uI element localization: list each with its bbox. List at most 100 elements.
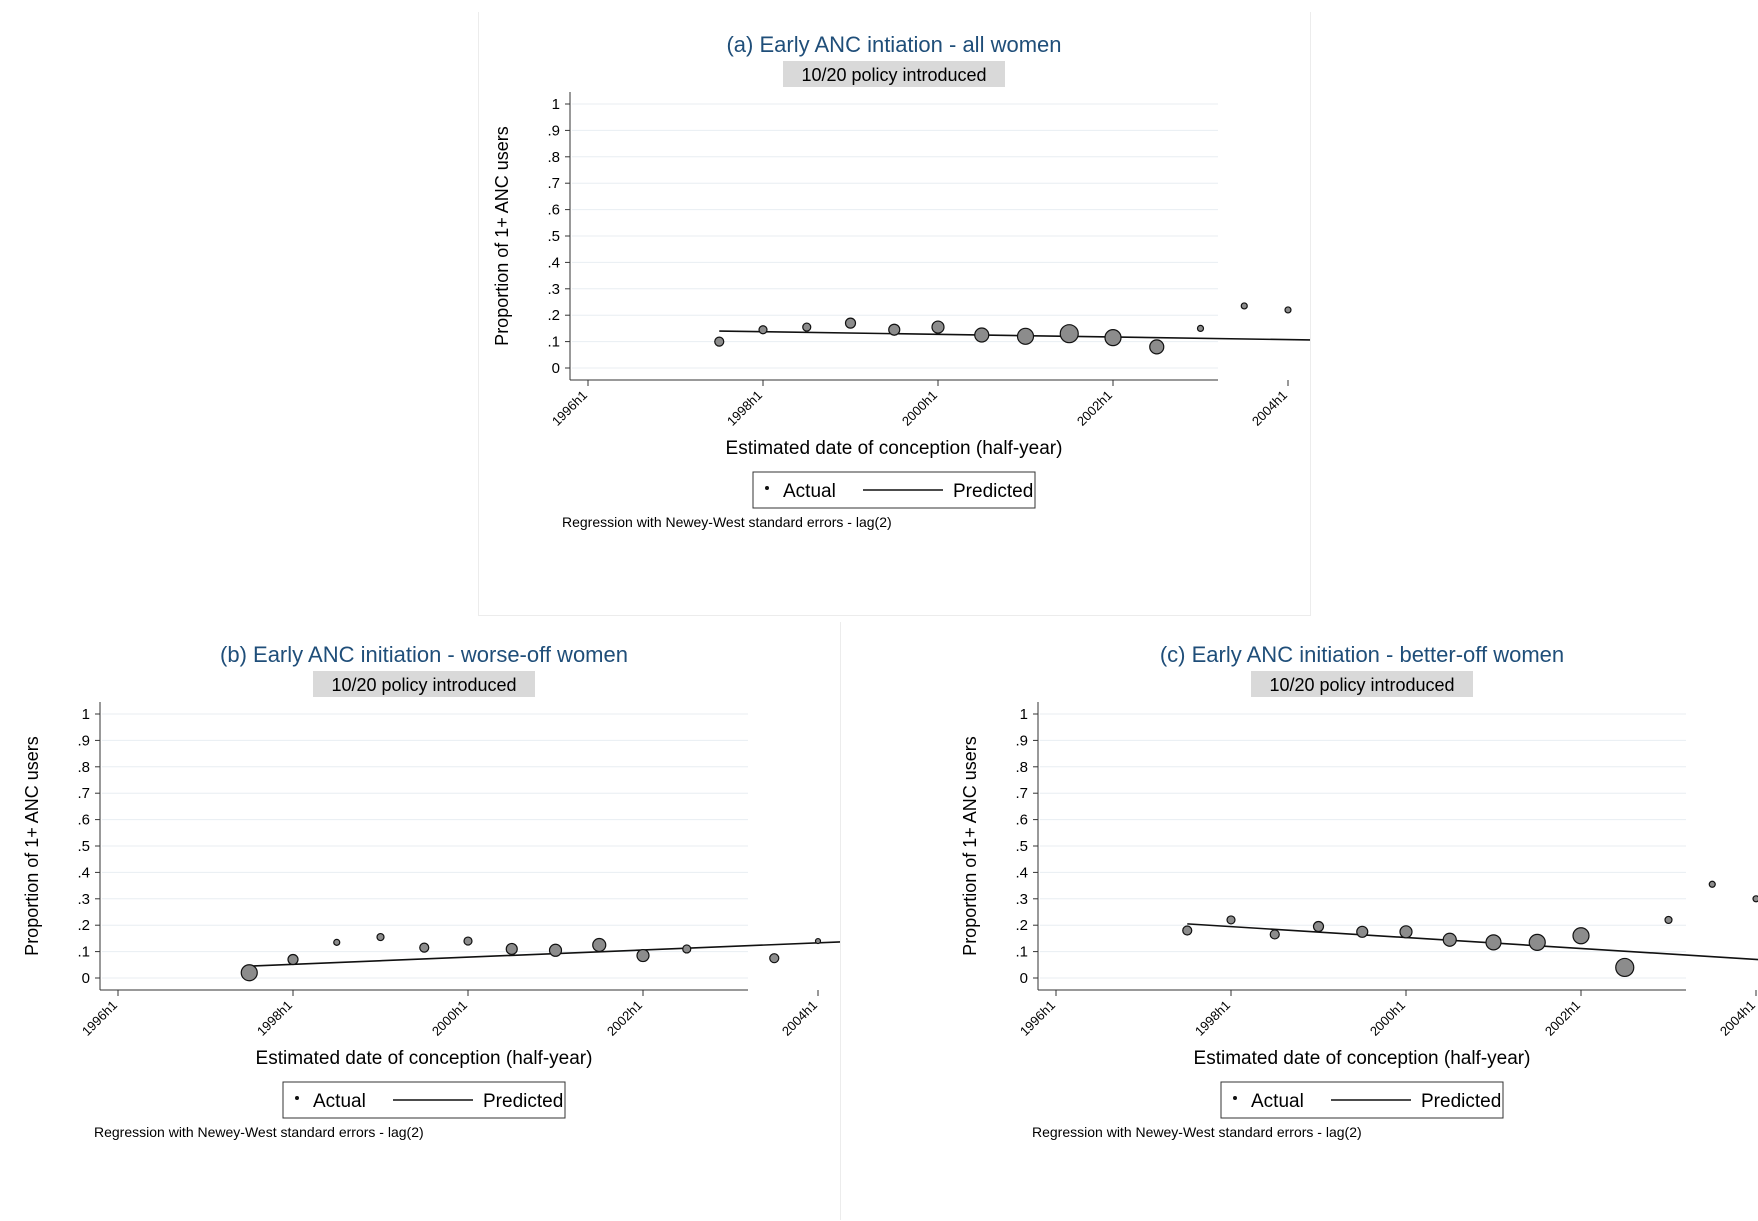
policy-label: 10/20 policy introduced xyxy=(1269,675,1454,695)
y-tick-label: .8 xyxy=(1015,759,1028,776)
y-tick-label: .7 xyxy=(547,175,560,192)
actual-data-point xyxy=(1240,302,1248,310)
panel-divider xyxy=(840,622,841,1220)
chart-title: (c) Early ANC initiation - better-off wo… xyxy=(1160,642,1564,667)
actual-data-point xyxy=(1708,880,1716,888)
legend-actual-marker xyxy=(1233,1096,1237,1100)
y-tick-label: .3 xyxy=(547,281,560,298)
y-tick-label: .6 xyxy=(547,202,560,219)
x-tick-label: 2004h1 xyxy=(1717,998,1758,1039)
actual-data-point xyxy=(1059,324,1079,344)
x-tick-label: 1998h1 xyxy=(1192,998,1233,1039)
actual-data-point xyxy=(682,944,692,954)
y-tick-label: .1 xyxy=(1015,944,1028,961)
y-tick-label: 1 xyxy=(82,706,90,723)
chart-title: (b) Early ANC initiation - worse-off wom… xyxy=(220,642,628,667)
x-tick-label: 1998h1 xyxy=(724,388,765,429)
x-axis-title: Estimated date of conception (half-year) xyxy=(1194,1048,1531,1069)
chart-panel-b: (b) Early ANC initiation - worse-off wom… xyxy=(22,642,840,1140)
policy-label: 10/20 policy introduced xyxy=(801,65,986,85)
y-tick-label: 0 xyxy=(82,970,90,987)
legend-predicted-label: Predicted xyxy=(953,481,1033,502)
actual-data-point xyxy=(714,336,725,347)
actual-data-point xyxy=(844,317,857,329)
actual-data-point xyxy=(1284,306,1292,314)
actual-data-point xyxy=(636,948,650,963)
y-tick-label: .7 xyxy=(77,785,90,802)
y-tick-label: .4 xyxy=(77,864,90,881)
regression-note: Regression with Newey-West standard erro… xyxy=(1032,1124,1362,1140)
actual-data-point xyxy=(1196,324,1205,332)
policy-label: 10/20 policy introduced xyxy=(331,675,516,695)
actual-data-point xyxy=(769,953,780,964)
actual-data-point xyxy=(333,938,341,946)
y-tick-label: .5 xyxy=(77,838,90,855)
actual-data-point xyxy=(548,943,563,957)
x-axis-title: Estimated date of conception (half-year) xyxy=(726,438,1063,459)
actual-data-point xyxy=(1399,925,1413,939)
actual-data-point xyxy=(463,936,473,946)
y-tick-label: .7 xyxy=(1015,785,1028,802)
panel-a-border xyxy=(478,12,479,616)
predicted-trend-line xyxy=(719,330,1310,341)
y-tick-label: .1 xyxy=(77,944,90,961)
actual-data-point xyxy=(1752,895,1758,903)
actual-data-point xyxy=(974,327,990,343)
y-tick-label: .3 xyxy=(1015,891,1028,908)
y-axis-title: Proportion of 1+ ANC users xyxy=(492,126,512,346)
actual-data-point xyxy=(1442,932,1457,947)
x-tick-label: 2000h1 xyxy=(899,388,940,429)
actual-data-point xyxy=(802,322,812,332)
x-tick-label: 2000h1 xyxy=(1367,998,1408,1039)
x-tick-label: 2004h1 xyxy=(779,998,820,1039)
y-tick-label: 1 xyxy=(552,96,560,113)
y-tick-label: .2 xyxy=(1015,917,1028,934)
actual-data-point xyxy=(505,942,518,956)
legend-actual-marker xyxy=(765,486,769,490)
y-tick-label: .3 xyxy=(77,891,90,908)
actual-data-point xyxy=(1664,915,1673,925)
legend-predicted-label: Predicted xyxy=(483,1091,563,1112)
x-tick-label: 1998h1 xyxy=(254,998,295,1039)
y-tick-label: .4 xyxy=(1015,864,1028,881)
x-tick-label: 1996h1 xyxy=(1017,998,1058,1039)
actual-data-point xyxy=(1269,929,1280,940)
y-tick-label: .2 xyxy=(547,307,560,324)
actual-data-point xyxy=(1226,915,1236,925)
y-axis-title: Proportion of 1+ ANC users xyxy=(22,736,42,956)
y-tick-label: 1 xyxy=(1020,706,1028,723)
x-tick-label: 1996h1 xyxy=(79,998,120,1039)
actual-data-point xyxy=(287,953,299,966)
actual-data-point xyxy=(1485,934,1502,951)
chart-panel-c: (c) Early ANC initiation - better-off wo… xyxy=(960,642,1758,1140)
chart-panel-a: (a) Early ANC intiation - all women 10/20… xyxy=(492,32,1310,530)
y-tick-label: .5 xyxy=(1015,838,1028,855)
x-tick-label: 2000h1 xyxy=(429,998,470,1039)
y-tick-label: .9 xyxy=(547,122,560,139)
actual-data-point xyxy=(814,937,822,945)
legend-predicted-label: Predicted xyxy=(1421,1091,1501,1112)
actual-data-point xyxy=(376,932,385,942)
y-tick-label: .1 xyxy=(547,334,560,351)
legend-actual-label: Actual xyxy=(783,481,836,502)
y-tick-label: .4 xyxy=(547,254,560,271)
legend-actual-marker xyxy=(295,1096,299,1100)
regression-note: Regression with Newey-West standard erro… xyxy=(562,514,892,530)
actual-data-point xyxy=(1104,329,1122,347)
y-tick-label: .9 xyxy=(77,732,90,749)
y-tick-label: .6 xyxy=(1015,812,1028,829)
actual-data-point xyxy=(1356,925,1369,938)
chart-title: (a) Early ANC intiation - all women xyxy=(726,32,1061,57)
x-axis-title: Estimated date of conception (half-year) xyxy=(256,1048,593,1069)
actual-data-point xyxy=(888,323,901,336)
actual-data-point xyxy=(1016,327,1035,345)
y-tick-label: .2 xyxy=(77,917,90,934)
x-tick-label: 1996h1 xyxy=(549,388,590,429)
actual-data-point xyxy=(1182,925,1193,936)
x-tick-label: 2002h1 xyxy=(1074,388,1115,429)
y-tick-label: .8 xyxy=(547,149,560,166)
policy-label-box xyxy=(1251,671,1473,697)
x-tick-label: 2002h1 xyxy=(604,998,645,1039)
actual-data-point xyxy=(1149,339,1165,355)
panel-a-border xyxy=(1310,12,1311,616)
